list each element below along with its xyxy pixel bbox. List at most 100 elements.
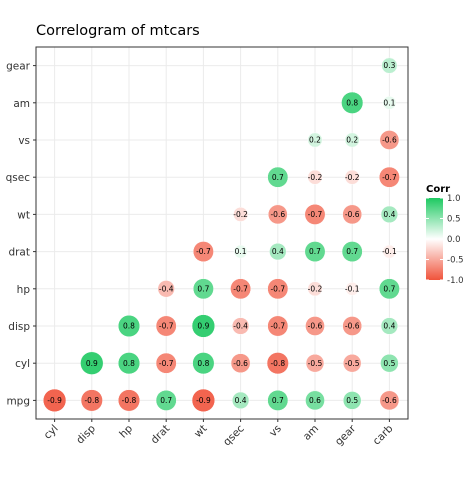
corr-circle bbox=[341, 91, 364, 114]
corr-value-label: 0.6 bbox=[309, 396, 321, 405]
corr-value-label: -0.6 bbox=[233, 359, 248, 368]
corr-value-label: -0.6 bbox=[270, 210, 285, 219]
corr-value-label: 0.8 bbox=[197, 359, 209, 368]
corr-circle bbox=[345, 281, 360, 296]
corr-circle bbox=[192, 241, 214, 263]
corr-value-label: 0.2 bbox=[346, 136, 358, 145]
y-tick-label: wt bbox=[17, 209, 30, 221]
corr-value-label: 0.8 bbox=[346, 98, 358, 107]
correlation-cells: -0.9 -0.8 -0.8 0.7 -0.9 0.4 0.7 0.6 0.5 -0.6 0.9 0.… bbox=[42, 57, 400, 413]
corr-value-label: -0.1 bbox=[345, 284, 360, 293]
y-tick-label: gear bbox=[6, 61, 31, 73]
legend-tick-label: 1.0 bbox=[447, 194, 461, 204]
corr-value-label: 0.3 bbox=[383, 61, 395, 70]
corr-value-label: 0.5 bbox=[346, 396, 358, 405]
corr-value-label: -0.1 bbox=[382, 247, 397, 256]
corr-circle bbox=[192, 352, 215, 375]
corr-circle bbox=[304, 241, 326, 263]
corr-value-label: -0.5 bbox=[308, 359, 323, 368]
corr-value-label: -0.7 bbox=[270, 284, 285, 293]
corr-circle bbox=[379, 390, 400, 411]
corr-value-label: 0.7 bbox=[160, 396, 172, 405]
legend-title: Corr bbox=[426, 184, 450, 195]
corr-value-label: -0.6 bbox=[345, 210, 360, 219]
corr-value-label: 0.9 bbox=[86, 359, 98, 368]
corr-value-label: 0.5 bbox=[383, 359, 395, 368]
corr-circle bbox=[157, 280, 175, 298]
corr-circle bbox=[155, 315, 177, 337]
corr-circle bbox=[305, 390, 325, 411]
corr-value-label: -0.4 bbox=[233, 322, 248, 331]
corr-circle bbox=[307, 281, 323, 297]
corr-value-label: 0.4 bbox=[383, 322, 395, 331]
corr-value-label: 0.8 bbox=[123, 359, 135, 368]
corr-value-label: 0.9 bbox=[197, 322, 209, 331]
corr-circle bbox=[344, 169, 360, 185]
corr-circle bbox=[80, 389, 103, 412]
corr-value-label: -0.9 bbox=[47, 396, 62, 405]
corr-circle bbox=[267, 166, 289, 188]
corr-value-label: 0.7 bbox=[309, 247, 321, 256]
corr-value-label: -0.8 bbox=[122, 396, 137, 405]
corr-circle bbox=[342, 316, 363, 336]
corr-circle bbox=[307, 169, 323, 185]
legend-tick-label: 0.0 bbox=[447, 235, 461, 245]
corr-value-label: 0.7 bbox=[383, 284, 395, 293]
corr-value-label: -0.5 bbox=[345, 359, 360, 368]
corr-value-label: -0.2 bbox=[308, 173, 323, 182]
legend-tick-label: -0.5 bbox=[447, 256, 464, 266]
corr-value-label: -0.9 bbox=[196, 396, 211, 405]
corr-circle bbox=[231, 317, 250, 335]
corr-circle bbox=[378, 166, 400, 188]
y-tick-label: disp bbox=[8, 321, 30, 333]
corr-value-label: -0.4 bbox=[159, 284, 174, 293]
y-tick-label: hp bbox=[17, 284, 31, 296]
corr-circle bbox=[155, 352, 177, 374]
corr-circle bbox=[269, 242, 287, 261]
legend-colorbar bbox=[426, 198, 443, 280]
corr-circle bbox=[155, 389, 177, 411]
corr-circle bbox=[267, 315, 289, 337]
corr-circle bbox=[307, 132, 323, 148]
y-tick-label: qsec bbox=[6, 172, 31, 184]
corr-circle bbox=[380, 317, 399, 335]
corr-value-label: -0.2 bbox=[233, 210, 248, 219]
corr-circle bbox=[342, 353, 362, 373]
corr-circle bbox=[380, 353, 399, 373]
corr-circle bbox=[382, 244, 397, 259]
corr-value-label: -0.7 bbox=[159, 322, 174, 331]
corr-value-label: -0.8 bbox=[270, 359, 285, 368]
x-tick-label: disp bbox=[74, 422, 98, 446]
corr-circle bbox=[233, 244, 248, 259]
x-tick-label: cyl bbox=[42, 423, 61, 442]
corr-value-label: 0.1 bbox=[383, 98, 395, 107]
y-tick-label: vs bbox=[18, 135, 30, 147]
x-tick-label: gear bbox=[333, 422, 359, 448]
corr-circle bbox=[379, 130, 400, 150]
corr-value-label: 0.2 bbox=[309, 136, 321, 145]
corr-circle bbox=[266, 352, 289, 375]
corr-value-label: -0.7 bbox=[159, 359, 174, 368]
legend: Corr 1.0 0.5 0.0 -0.5 -1.0 bbox=[426, 184, 464, 286]
corr-value-label: 0.7 bbox=[272, 396, 284, 405]
corr-circle bbox=[378, 278, 400, 300]
corr-circle bbox=[305, 316, 325, 336]
corr-value-label: 0.4 bbox=[235, 396, 247, 405]
corr-circle bbox=[304, 203, 326, 225]
x-tick-label: drat bbox=[149, 423, 173, 447]
corr-value-label: -0.7 bbox=[196, 247, 211, 256]
legend-tick-label: -1.0 bbox=[447, 276, 464, 286]
corr-circle bbox=[342, 204, 363, 225]
corr-value-label: -0.7 bbox=[270, 322, 285, 331]
corr-value-label: 0.7 bbox=[197, 284, 209, 293]
y-axis: mpg cyl disp hp drat wt qsec vs am gear bbox=[6, 61, 36, 407]
corr-circle bbox=[192, 278, 214, 300]
y-tick-label: drat bbox=[8, 247, 30, 259]
corr-circle bbox=[267, 204, 288, 225]
corr-value-label: 0.4 bbox=[383, 210, 395, 219]
corr-circle bbox=[267, 389, 289, 411]
chart-title: Correlogram of mtcars bbox=[36, 23, 200, 39]
corr-value-label: 0.7 bbox=[272, 173, 284, 182]
